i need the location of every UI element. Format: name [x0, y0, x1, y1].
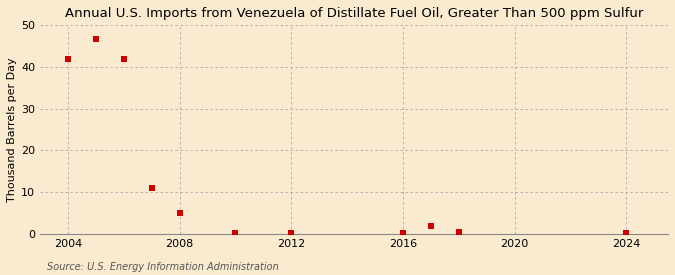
Title: Annual U.S. Imports from Venezuela of Distillate Fuel Oil, Greater Than 500 ppm : Annual U.S. Imports from Venezuela of Di… [65, 7, 643, 20]
Point [174, 211, 185, 215]
Point [454, 230, 464, 235]
Point [621, 231, 632, 235]
Text: Source: U.S. Energy Information Administration: Source: U.S. Energy Information Administ… [47, 262, 279, 272]
Point [146, 186, 157, 190]
Point [90, 36, 101, 41]
Point [398, 231, 408, 235]
Point [286, 231, 297, 235]
Point [425, 223, 436, 228]
Point [118, 57, 129, 62]
Point [230, 230, 241, 235]
Point [63, 56, 74, 61]
Y-axis label: Thousand Barrels per Day: Thousand Barrels per Day [7, 57, 17, 202]
